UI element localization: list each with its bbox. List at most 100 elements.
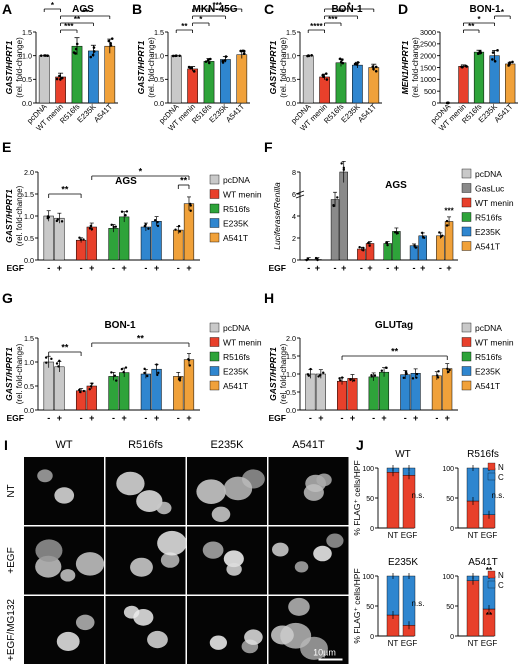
y-axis-unit: (rel. fold-change) [15, 37, 24, 98]
data-point [88, 227, 92, 230]
egf-plus: + [318, 413, 323, 423]
legend-swatch [461, 241, 472, 251]
egf-plus: + [186, 263, 191, 273]
egf-plus: + [445, 413, 450, 423]
data-point [374, 65, 378, 69]
y-axis-unit: (rel. fold-change) [147, 37, 156, 98]
legend-label: E235K [223, 367, 249, 377]
data-point [156, 224, 160, 228]
data-point [242, 49, 246, 53]
egf-plus: + [420, 263, 425, 273]
y-tick-label: 2.0 [286, 334, 296, 343]
data-point [155, 363, 158, 366]
data-point [55, 77, 59, 81]
stacked-bar-n [466, 580, 480, 637]
legend-swatch [487, 462, 496, 471]
egf-plus: + [154, 413, 159, 423]
data-point [43, 54, 46, 57]
data-point [110, 223, 113, 227]
data-point [491, 51, 495, 54]
category-label: NT [468, 531, 479, 540]
data-point [147, 227, 150, 230]
data-point [143, 371, 146, 375]
data-point [46, 216, 49, 220]
data-point [146, 374, 149, 378]
legend-swatch [461, 168, 472, 179]
y-tick-label: 1.5 [22, 28, 32, 37]
y-axis-unit: (rel. fold-change) [279, 343, 288, 404]
egf-minus: - [177, 413, 180, 423]
data-point [478, 51, 482, 55]
y-axis-title: % FLAG⁺ cells/HPF [352, 460, 362, 535]
significance-label: * [501, 8, 505, 17]
cell-signal [202, 541, 224, 559]
egf-plus: + [315, 263, 320, 273]
data-point [46, 54, 49, 58]
data-point [113, 374, 117, 377]
legend-label: A541T [475, 381, 500, 391]
y-tick-label: 0.5 [286, 75, 296, 84]
row-label-text: +EGF [6, 547, 17, 573]
data-point [206, 58, 210, 62]
data-point [189, 209, 192, 212]
data-point [305, 258, 308, 262]
bar [140, 373, 152, 411]
bar [436, 235, 445, 261]
data-point [156, 373, 159, 377]
data-point [223, 59, 227, 62]
data-point [157, 371, 160, 375]
bar [315, 373, 326, 411]
legend-swatch [209, 203, 220, 214]
data-point [447, 370, 450, 374]
data-point [358, 245, 361, 249]
data-point [221, 61, 225, 64]
data-point [174, 228, 177, 231]
data-point [370, 375, 373, 378]
data-point [115, 379, 118, 382]
cell-signal [271, 625, 294, 645]
y-tick-label: 0.0 [24, 256, 34, 265]
egf-minus: - [372, 413, 375, 423]
legend-swatch [461, 351, 472, 362]
data-point [189, 66, 193, 70]
panel-title: BON-1 [469, 4, 501, 15]
data-point [380, 369, 384, 372]
cell-signal [130, 557, 153, 577]
bar [151, 221, 162, 261]
row-label-text: +EGF/MG132 [6, 599, 17, 661]
legend-label: A541T [223, 381, 248, 391]
significance-label: ** [181, 22, 188, 31]
bar [368, 67, 380, 104]
data-point [439, 235, 443, 238]
data-point [112, 225, 115, 229]
egf-plus: + [122, 263, 127, 273]
y-tick-label: 0.0 [154, 99, 164, 108]
data-point [465, 65, 468, 68]
cell-signal [294, 561, 309, 573]
cell-signal [288, 597, 310, 616]
bar [337, 380, 348, 411]
panel-title: GLUTag [375, 320, 413, 331]
data-point [493, 59, 497, 63]
data-point [309, 367, 312, 371]
cell-signal [209, 635, 227, 650]
bar [220, 59, 231, 104]
data-point [373, 374, 377, 377]
data-point [415, 376, 418, 379]
y-axis-label: Luciferase/Renilla [272, 182, 282, 250]
y-tick-label: 0.5 [22, 75, 32, 84]
y-tick-label: 50 [446, 604, 454, 611]
data-point [156, 221, 159, 224]
egf-minus: - [80, 263, 83, 273]
legend-label: N [498, 463, 504, 472]
bar [347, 378, 358, 411]
category-label: NT [468, 639, 479, 648]
data-point [207, 61, 211, 65]
legend-swatch [487, 570, 496, 579]
data-point [120, 367, 124, 371]
data-point [204, 60, 208, 63]
egf-minus: - [386, 263, 389, 273]
data-point [342, 168, 346, 171]
data-point [72, 51, 76, 54]
data-point [114, 225, 117, 228]
